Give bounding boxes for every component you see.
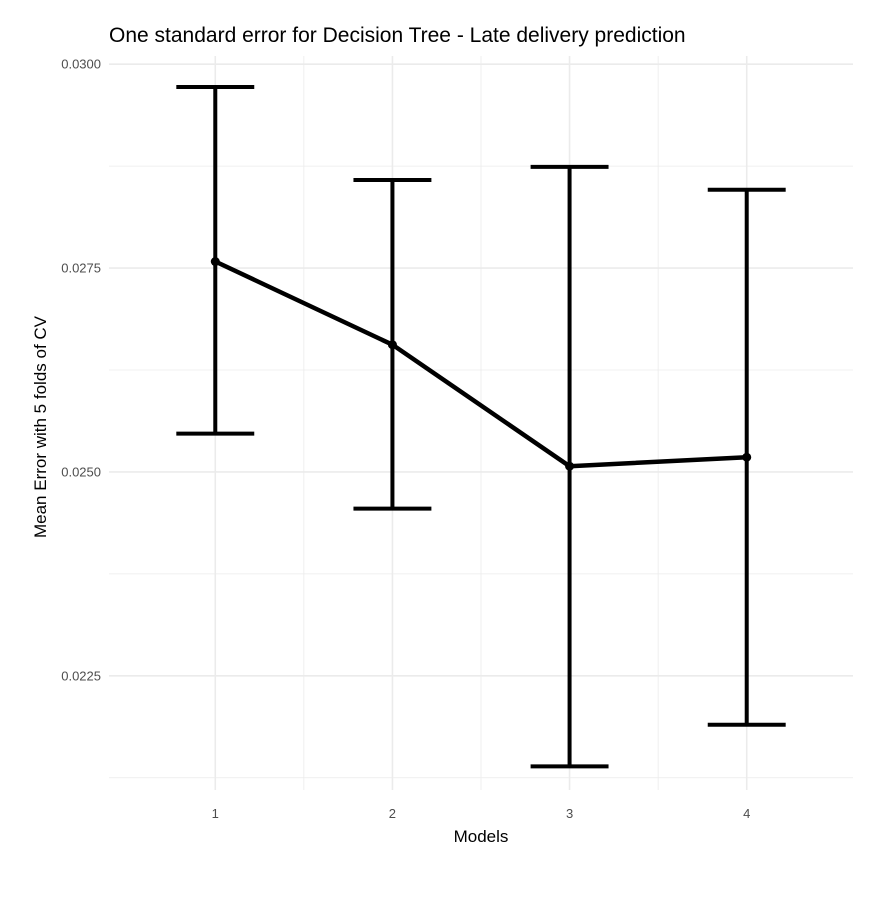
data-point: [565, 461, 575, 471]
y-tick-label: 0.0300: [61, 57, 101, 72]
x-tick-label: 2: [389, 806, 396, 821]
x-tick-label: 4: [743, 806, 750, 821]
x-axis-tick-labels: 1 2 3 4: [212, 806, 751, 821]
x-tick-label: 3: [566, 806, 573, 821]
y-tick-label: 0.0250: [61, 464, 101, 479]
data-point: [210, 257, 220, 267]
y-tick-label: 0.0275: [61, 261, 101, 276]
x-tick-label: 1: [212, 806, 219, 821]
series-line: [214, 259, 747, 469]
y-axis-tick-labels: 0.0300 0.0275 0.0250 0.0225: [61, 57, 101, 684]
y-axis-title: Mean Error with 5 folds of CV: [31, 315, 50, 538]
grid-layer: [109, 56, 853, 790]
series-line-layer: [214, 259, 747, 469]
y-tick-label: 0.0225: [61, 668, 101, 683]
chart-title: One standard error for Decision Tree - L…: [109, 24, 686, 47]
data-point: [387, 340, 397, 350]
data-point: [742, 452, 752, 462]
data-points: [210, 257, 752, 471]
x-axis-title: Models: [454, 827, 509, 846]
